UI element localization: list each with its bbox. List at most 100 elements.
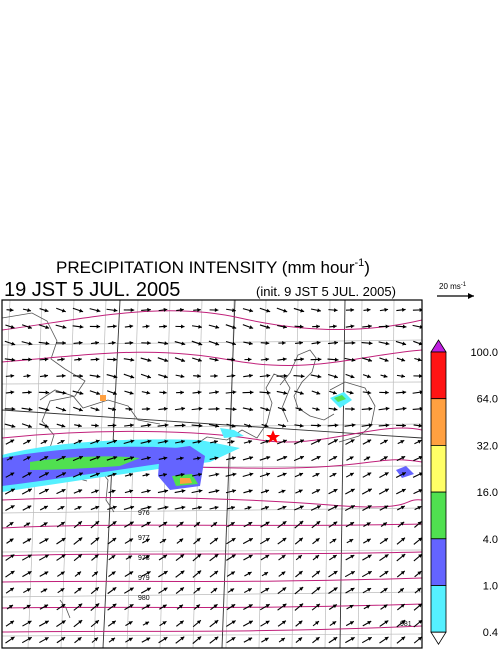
arrow-head xyxy=(349,472,354,477)
arrow-head xyxy=(128,637,133,642)
arrow-head xyxy=(283,373,288,378)
arrow-head xyxy=(163,374,168,379)
arrow-head xyxy=(27,637,32,641)
arrow-head xyxy=(146,489,151,494)
arrow-head xyxy=(232,341,236,346)
arrow-head xyxy=(146,390,151,395)
arrow-head xyxy=(27,505,32,510)
arrow-head xyxy=(113,439,118,444)
arrow-head xyxy=(43,505,48,510)
arrow-head xyxy=(112,472,117,477)
arrow-head xyxy=(198,489,203,494)
arrow-head xyxy=(334,357,339,362)
arrow-head xyxy=(402,390,407,395)
arrow-head xyxy=(315,407,320,412)
arrow-head xyxy=(383,604,388,609)
arrow-head xyxy=(212,522,217,526)
arrow-head xyxy=(128,407,133,411)
arrow-head xyxy=(349,456,354,461)
arrow-head xyxy=(94,587,99,592)
arrow-head xyxy=(96,455,101,460)
arrow-head xyxy=(164,423,169,428)
arrow-head xyxy=(419,307,422,312)
lat-line xyxy=(2,507,422,514)
arrow-head xyxy=(180,374,185,379)
arrow-head xyxy=(198,472,202,477)
arrow-head xyxy=(128,555,133,560)
arrow-head xyxy=(79,391,84,395)
arrow-head xyxy=(179,587,184,592)
arrow-head xyxy=(61,373,66,378)
arrow-head xyxy=(383,456,388,460)
arrow-head xyxy=(215,423,219,428)
arrow-head xyxy=(367,439,372,444)
arrow-head xyxy=(299,603,304,608)
arrow-head xyxy=(265,555,270,559)
arrow-head xyxy=(147,423,152,428)
arrow-head xyxy=(282,357,287,362)
arrow-head xyxy=(198,324,202,329)
arrow-head xyxy=(265,620,270,625)
arrow-head xyxy=(10,472,15,477)
colorbar-label: 1.0 xyxy=(483,581,498,593)
arrow-head xyxy=(214,373,218,378)
arrow-head xyxy=(181,341,186,346)
arrow-head xyxy=(334,423,339,428)
arrow-head xyxy=(400,570,405,575)
arrow-head xyxy=(112,423,117,428)
arrow-head xyxy=(163,587,168,592)
arrow-head xyxy=(130,357,135,362)
colorbar-segment xyxy=(430,585,447,633)
arrow-head xyxy=(282,423,286,428)
arrow-head xyxy=(28,407,33,412)
arrow-head xyxy=(333,439,338,443)
colorbar-label: 32.0 xyxy=(477,440,498,452)
arrow-head xyxy=(231,637,236,641)
arrow-head xyxy=(249,373,253,378)
arrow-head xyxy=(282,472,287,477)
arrow-head xyxy=(62,341,66,346)
arrow-head xyxy=(196,620,201,625)
arrow-head xyxy=(333,308,338,313)
arrow-head xyxy=(94,620,99,625)
arrow-head xyxy=(196,538,201,542)
arrow-head xyxy=(61,308,66,313)
arrow-head xyxy=(111,341,116,345)
arrow-head xyxy=(282,603,287,608)
arrow-head xyxy=(333,637,338,641)
arrow-head xyxy=(198,505,202,510)
arrow-head xyxy=(314,621,319,625)
arrow-head xyxy=(129,340,134,345)
arrow-head xyxy=(164,341,169,346)
arrow-head xyxy=(248,538,253,542)
arrow-head xyxy=(181,423,186,428)
arrow-head xyxy=(230,588,235,593)
arrow-head xyxy=(282,537,287,542)
arrow-head xyxy=(78,439,83,444)
arrow-head xyxy=(95,439,100,444)
arrow-head xyxy=(163,521,168,526)
arrow-head xyxy=(265,521,270,526)
arrow-head xyxy=(179,620,184,625)
arrow-head xyxy=(384,488,389,493)
arrow-head xyxy=(213,604,218,609)
arrow-head xyxy=(145,473,150,477)
arrow-head xyxy=(26,604,31,609)
arrow-head xyxy=(79,308,84,313)
arrow-head xyxy=(94,489,99,494)
arrow-head xyxy=(9,538,14,543)
arrow-head xyxy=(366,605,371,609)
location-star xyxy=(266,430,280,443)
arrow-head xyxy=(27,571,32,575)
arrow-head xyxy=(248,620,253,625)
arrow-head xyxy=(112,537,117,542)
arrow-head xyxy=(28,424,32,428)
arrow-head xyxy=(9,620,14,625)
arrow-head xyxy=(44,554,49,559)
colorbar-segment xyxy=(430,538,447,586)
arrow-head xyxy=(350,324,355,329)
arrow-head xyxy=(95,423,99,428)
arrow-head xyxy=(419,324,422,329)
arrow-head xyxy=(27,488,32,493)
arrow-head xyxy=(61,538,66,542)
